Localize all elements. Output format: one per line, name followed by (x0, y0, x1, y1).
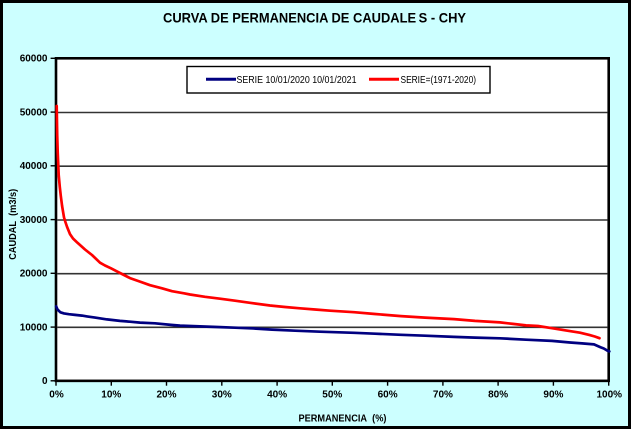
svg-text:PERMANENCIA (%): PERMANENCIA (%) (299, 414, 387, 425)
svg-text:10%: 10% (101, 389, 121, 400)
svg-text:SERIE=(1971-2020): SERIE=(1971-2020) (401, 75, 477, 86)
svg-text:50%: 50% (322, 389, 342, 400)
svg-text:SERIE 10/01/2020 10/01/2021: SERIE 10/01/2020 10/01/2021 (237, 75, 357, 86)
svg-text:70%: 70% (433, 389, 453, 400)
svg-text:60000: 60000 (20, 54, 48, 65)
svg-text:100%: 100% (597, 389, 623, 400)
svg-text:40%: 40% (267, 389, 287, 400)
svg-text:CAUDAL (m3/s): CAUDAL (m3/s) (8, 189, 19, 260)
svg-text:0: 0 (42, 376, 48, 387)
svg-text:30%: 30% (212, 389, 232, 400)
svg-text:10000: 10000 (20, 322, 48, 333)
svg-text:80%: 80% (488, 389, 508, 400)
svg-text:90%: 90% (543, 389, 563, 400)
svg-text:0%: 0% (49, 389, 64, 400)
svg-text:20000: 20000 (20, 269, 48, 280)
svg-text:60%: 60% (378, 389, 398, 400)
svg-text:20%: 20% (156, 389, 176, 400)
svg-text:CURVA DE PERMANENCIA DE CAUDAL: CURVA DE PERMANENCIA DE CAUDALE S - CHY (163, 9, 467, 25)
svg-text:40000: 40000 (20, 161, 48, 172)
svg-text:50000: 50000 (20, 107, 48, 118)
svg-text:30000: 30000 (20, 215, 48, 226)
